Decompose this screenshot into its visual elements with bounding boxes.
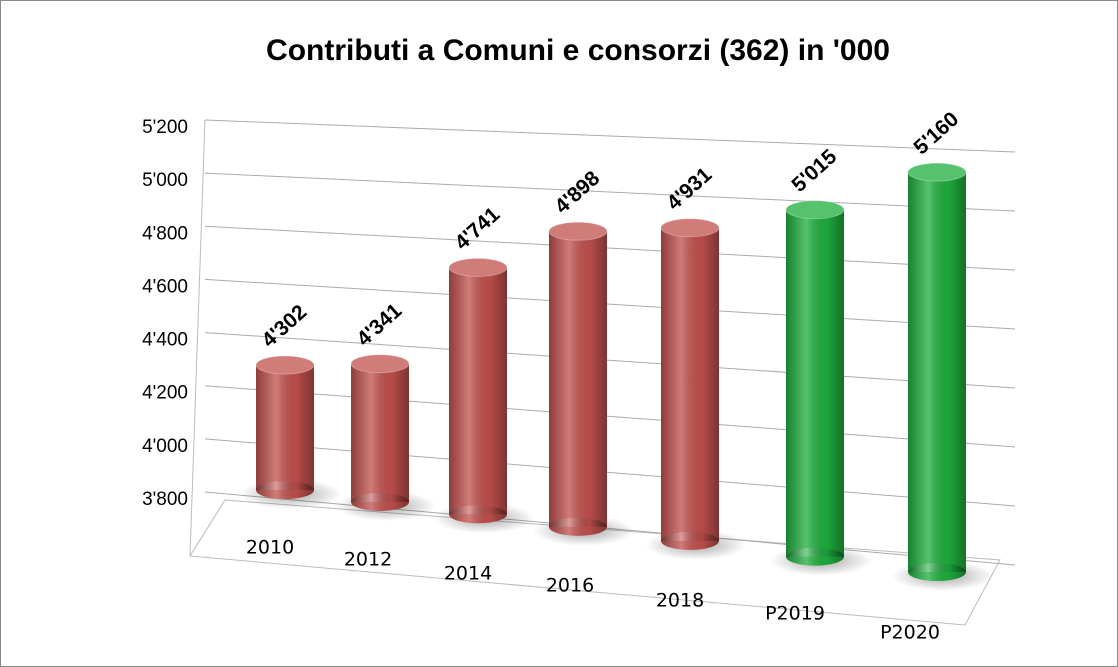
bar-shade (256, 365, 314, 490)
y-tick-label: 5'000 (142, 170, 188, 191)
cylinder (533, 221, 635, 546)
cylinder (770, 200, 872, 576)
bar-top (548, 221, 608, 241)
grid-line (204, 119, 1016, 153)
y-tick-label: 4'400 (142, 330, 188, 351)
bar-top-light (449, 258, 507, 277)
grid-line (204, 278, 1016, 330)
y-tick-label: 4'000 (142, 436, 188, 457)
y-tick-label: 4'800 (142, 223, 188, 244)
bar-top (785, 200, 845, 220)
x-tick-label: 2012 (344, 549, 392, 571)
bar-top (350, 354, 410, 374)
cylinder (433, 257, 535, 534)
x-tick-label: 2018 (656, 590, 704, 612)
bar-shade (351, 363, 409, 502)
y-tick-label: 5'200 (142, 117, 188, 138)
y-tick-label: 4'600 (142, 276, 188, 297)
bar-top (255, 355, 315, 375)
cylinder (645, 218, 747, 560)
bar-shade (908, 172, 966, 572)
chart-title: Contributi a Comuni e consorzi (362) in … (266, 34, 890, 67)
y-tick-label: 4'200 (142, 383, 188, 404)
bar-top-light (256, 356, 314, 375)
bar-shade (786, 209, 844, 557)
bar-top (660, 218, 720, 238)
x-tick-label: 2014 (444, 563, 492, 585)
bar-shade (449, 267, 507, 515)
grid-line (204, 172, 1016, 212)
grid-line (204, 438, 1016, 507)
bar-top (448, 257, 508, 277)
bar-shade (661, 227, 719, 541)
bar-top (907, 162, 967, 182)
bar-top-light (786, 200, 844, 219)
x-tick-label: 2016 (546, 575, 594, 597)
x-tick-label: P2019 (765, 603, 825, 625)
grid-line (204, 385, 1016, 448)
bar-top-light (549, 222, 607, 241)
grid-line (204, 225, 1016, 271)
bar-top-light (908, 163, 966, 182)
cylinder (335, 354, 437, 521)
left-wall-edge (189, 119, 206, 557)
cylinder (240, 355, 342, 509)
bar-top-light (351, 354, 409, 373)
bar-top-light (661, 218, 719, 237)
x-tick-label: P2020 (880, 622, 940, 644)
x-tick-label: 2010 (246, 537, 294, 559)
y-tick-label: 3'800 (142, 489, 188, 510)
cylinder (892, 162, 994, 591)
grid-line (204, 332, 1016, 389)
bar-shade (549, 231, 607, 527)
